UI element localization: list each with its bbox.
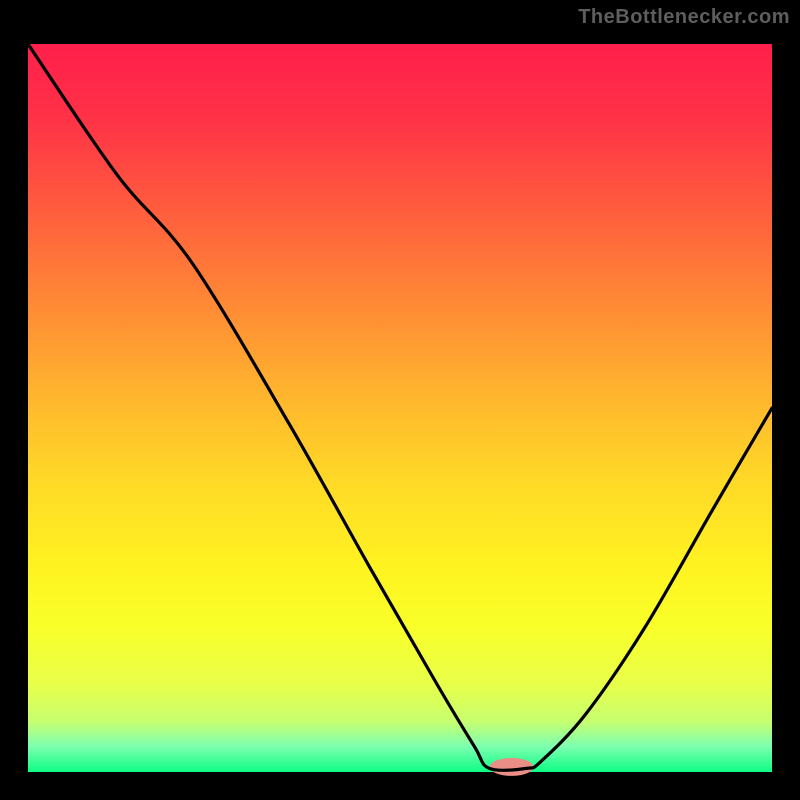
watermark-text: TheBottlenecker.com	[578, 6, 790, 29]
chart-background-gradient	[28, 44, 772, 772]
bottleneck-chart	[0, 0, 800, 800]
